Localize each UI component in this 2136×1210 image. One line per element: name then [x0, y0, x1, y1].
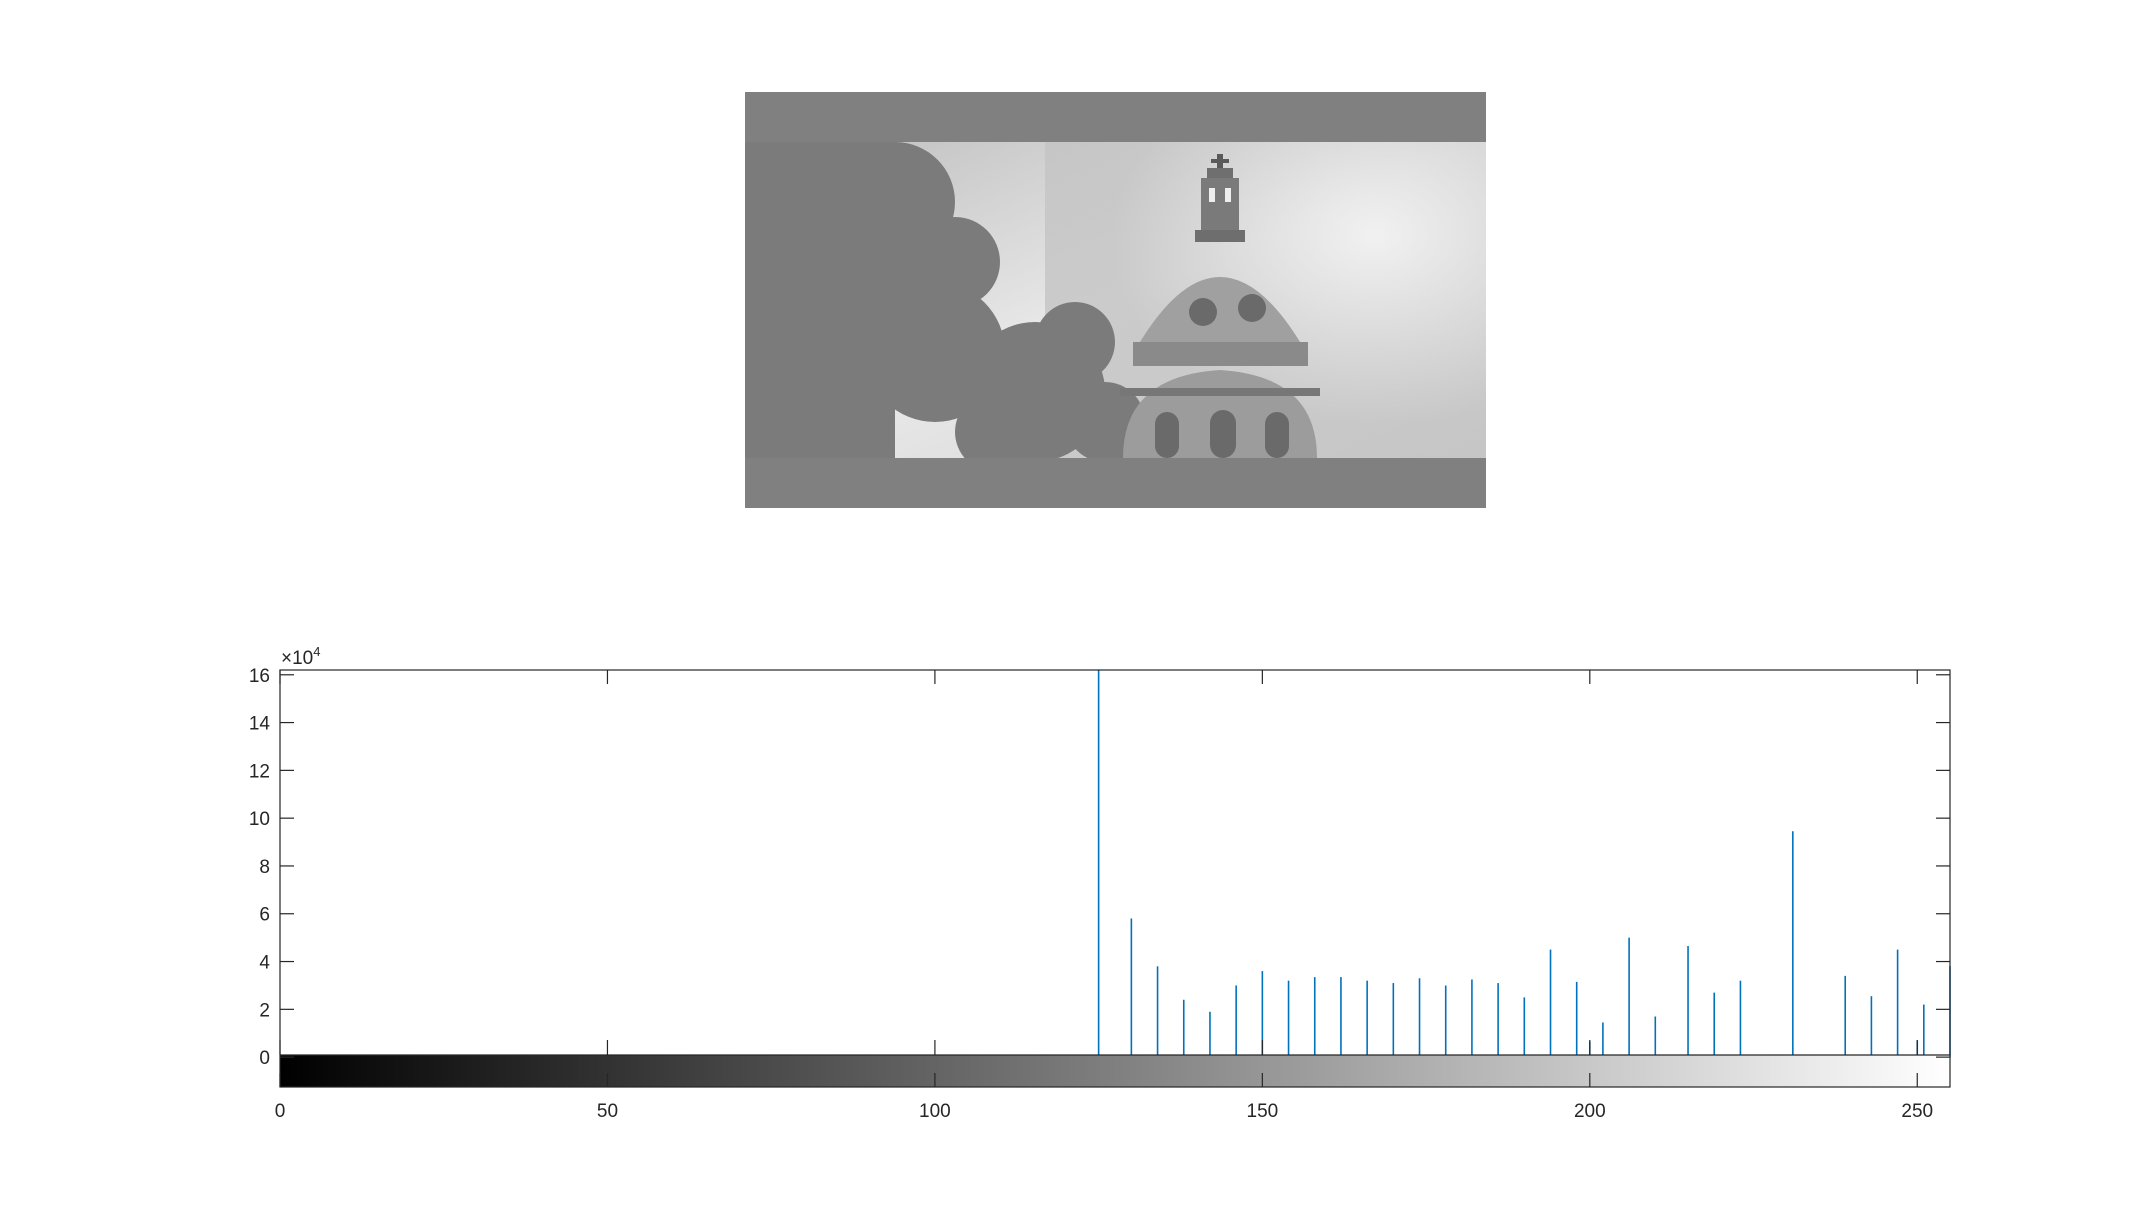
axes-box	[279, 669, 1951, 1088]
y-axis: 0 2 4 6 8 10 12 14 16	[249, 666, 1950, 1069]
y-tick-label: 2	[259, 1000, 270, 1021]
x-tick-label: 150	[1247, 1101, 1279, 1122]
y-tick-label: 12	[249, 761, 270, 782]
y-exponent-label: ×104	[281, 644, 320, 669]
histogram-stems	[1097, 670, 1951, 1058]
x-tick-label: 250	[1901, 1101, 1933, 1122]
x-tick-label: 200	[1574, 1101, 1606, 1122]
y-tick-label: 14	[249, 714, 271, 735]
x-tick-label: 100	[919, 1101, 951, 1122]
y-tick-label: 0	[259, 1048, 270, 1069]
x-tick-label: 50	[597, 1101, 618, 1122]
colorbar	[280, 1055, 1950, 1087]
y-tick-label: 8	[259, 857, 270, 878]
cathedral-dome	[1120, 154, 1320, 458]
x-axis: 0 50 100 150 200 250	[275, 670, 1933, 1122]
tree-foliage	[745, 112, 1145, 472]
y-tick-label: 10	[249, 809, 270, 830]
y-tick-label: 4	[259, 953, 270, 974]
x-tick-label: 0	[275, 1101, 286, 1122]
grayscale-photo	[745, 92, 1486, 508]
y-tick-label: 16	[249, 666, 270, 687]
y-tick-label: 6	[259, 905, 270, 926]
